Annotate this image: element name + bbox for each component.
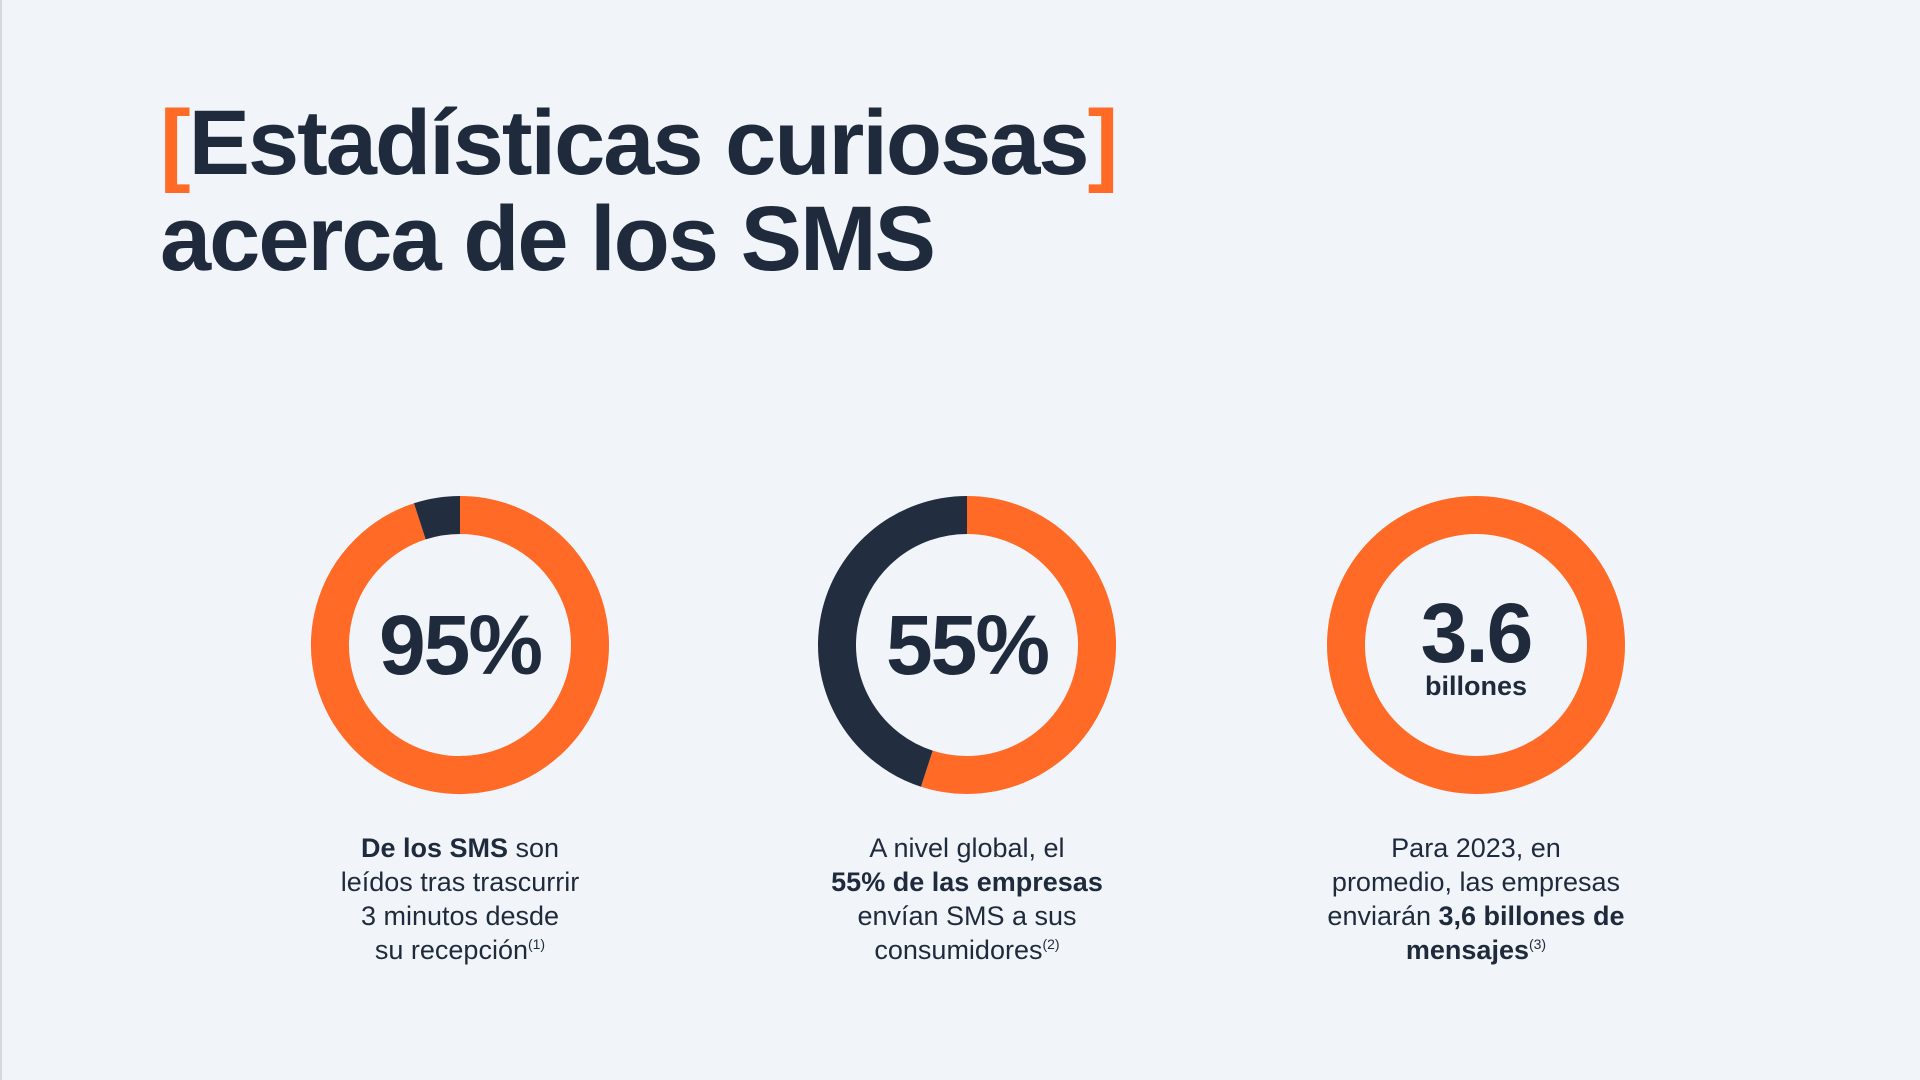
caption-emphasis: 55% de las empresas — [831, 867, 1103, 897]
caption-line: Para 2023, en — [1256, 831, 1696, 865]
donut-value-label: 55% — [885, 598, 1050, 692]
title-text-1: Estadísticas curiosas — [188, 92, 1090, 194]
donut-chart-read-rate: 95% — [310, 495, 610, 795]
stat-card-message-volume: 3.6 billones Para 2023, en promedio, las … — [1256, 495, 1696, 967]
caption-text: enviarán — [1327, 901, 1439, 931]
donut-value-label: 3.6 — [1420, 586, 1534, 680]
donut-chart-message-volume: 3.6 billones — [1326, 495, 1626, 795]
title-line-1: [Estadísticas curiosas] — [160, 92, 1119, 194]
caption-text: leídos tras trascurrir — [340, 867, 580, 897]
donut-slice-1 — [413, 496, 461, 540]
page-title: [Estadísticas curiosas] acerca de los SM… — [160, 92, 1119, 290]
caption-line: mensajes(3) — [1256, 933, 1696, 967]
open-bracket: [ — [160, 92, 191, 194]
donut-svg — [818, 496, 1116, 794]
donut-slice-1 — [818, 496, 968, 787]
stat-caption: A nivel global, el 55% de las empresas env… — [747, 831, 1187, 967]
caption-line: 3 minutos desde — [240, 899, 680, 933]
caption-text: Para 2023, en — [1391, 833, 1561, 863]
caption-line: consumidores(2) — [747, 933, 1187, 967]
stat-card-read-rate: 95% De los SMS son leídos tras trascurrir… — [240, 495, 680, 967]
donut-slice-0 — [920, 496, 1116, 794]
footnote-marker: (2) — [1042, 936, 1060, 952]
footnote-marker: (1) — [527, 936, 546, 952]
footnote-marker: (3) — [1528, 936, 1547, 952]
title-line-2: acerca de los SMS — [160, 188, 936, 290]
left-edge-rule — [0, 0, 2, 1080]
caption-emphasis: 3,6 billones de — [1438, 901, 1625, 931]
caption-emphasis: mensajes — [1405, 935, 1529, 965]
caption-emphasis: De los SMS — [360, 833, 508, 863]
caption-line: leídos tras trascurrir — [240, 865, 680, 899]
caption-line: De los SMS son — [240, 831, 680, 865]
caption-line: promedio, las empresas — [1256, 865, 1696, 899]
caption-text: 3 minutos desde — [360, 901, 560, 931]
donut-unit-label: billones — [1424, 671, 1527, 701]
caption-line: su recepción(1) — [240, 933, 680, 967]
stat-caption: De los SMS son leídos tras trascurrir 3 mi… — [240, 831, 680, 967]
stat-card-business-share: 55% A nivel global, el 55% de las empresa… — [747, 495, 1187, 967]
donut-slice-0 — [1327, 496, 1625, 794]
donut-svg — [1327, 496, 1625, 794]
caption-text: su recepción — [374, 935, 528, 965]
caption-text: promedio, las empresas — [1331, 867, 1621, 897]
caption-text: consumidores — [874, 935, 1043, 965]
caption-text: A nivel global, el — [869, 833, 1065, 863]
caption-line: 55% de las empresas — [747, 865, 1187, 899]
close-bracket: ] — [1087, 92, 1119, 194]
caption-line: enviarán 3,6 billones de — [1256, 899, 1696, 933]
donut-slice-0 — [311, 496, 609, 794]
caption-text: son — [508, 833, 560, 863]
donut-value-label: 95% — [378, 598, 543, 692]
caption-text: envían SMS a sus — [857, 901, 1077, 931]
donut-svg — [311, 496, 609, 794]
donut-chart-business-share: 55% — [817, 495, 1117, 795]
caption-line: A nivel global, el — [747, 831, 1187, 865]
caption-line: envían SMS a sus — [747, 899, 1187, 933]
stat-caption: Para 2023, en promedio, las empresas envia… — [1256, 831, 1696, 967]
